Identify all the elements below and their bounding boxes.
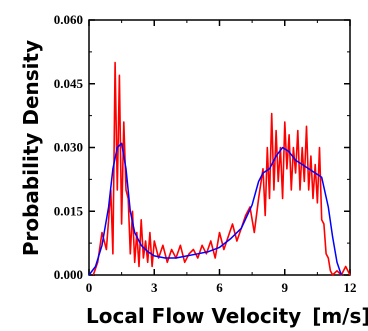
x-tick-label: 6 bbox=[216, 280, 223, 295]
series-line-smoothed bbox=[88, 142, 343, 276]
y-tick-label: 0.045 bbox=[54, 76, 84, 91]
y-tick-label: 0.015 bbox=[54, 203, 84, 218]
y-tick-label: 0.030 bbox=[54, 140, 83, 155]
x-tick-label: 9 bbox=[282, 280, 289, 295]
series-group bbox=[88, 61, 351, 276]
x-tick-label: 12 bbox=[344, 280, 357, 295]
y-tick-label: 0.000 bbox=[54, 267, 83, 282]
y-tick-labels: 0.000 0.015 0.030 0.045 0.060 bbox=[54, 12, 84, 282]
y-axis-title: Probability Density bbox=[19, 40, 43, 256]
x-tick-label: 3 bbox=[151, 280, 158, 295]
x-tick-labels: 0 3 6 9 12 bbox=[86, 280, 357, 295]
x-axis-title: Local Flow Velocity [m/s] bbox=[86, 304, 368, 328]
x-tick-label: 0 bbox=[86, 280, 93, 295]
series-line-raw bbox=[92, 61, 351, 276]
y-tick-label: 0.060 bbox=[54, 12, 83, 27]
x-axis-title-text: Local Flow Velocity bbox=[86, 304, 301, 328]
x-axis-unit: [m/s] bbox=[312, 304, 368, 328]
axis-ticks bbox=[88, 19, 351, 276]
